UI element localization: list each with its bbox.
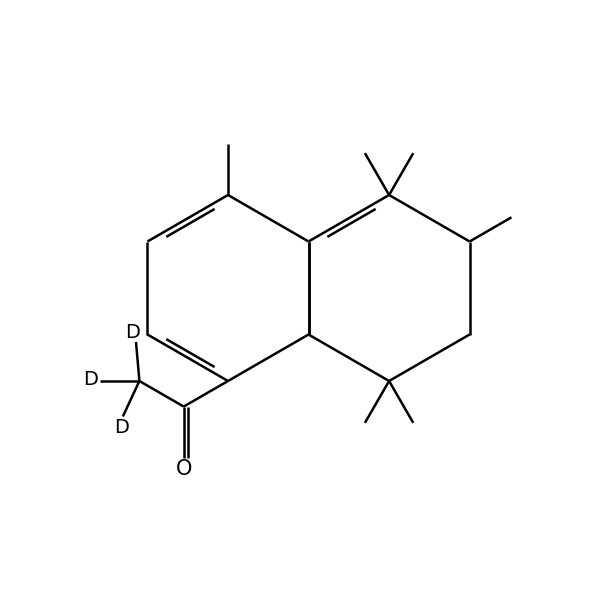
Text: D: D <box>83 370 98 389</box>
Text: O: O <box>176 458 192 479</box>
Text: D: D <box>114 418 129 437</box>
Text: D: D <box>125 323 140 342</box>
